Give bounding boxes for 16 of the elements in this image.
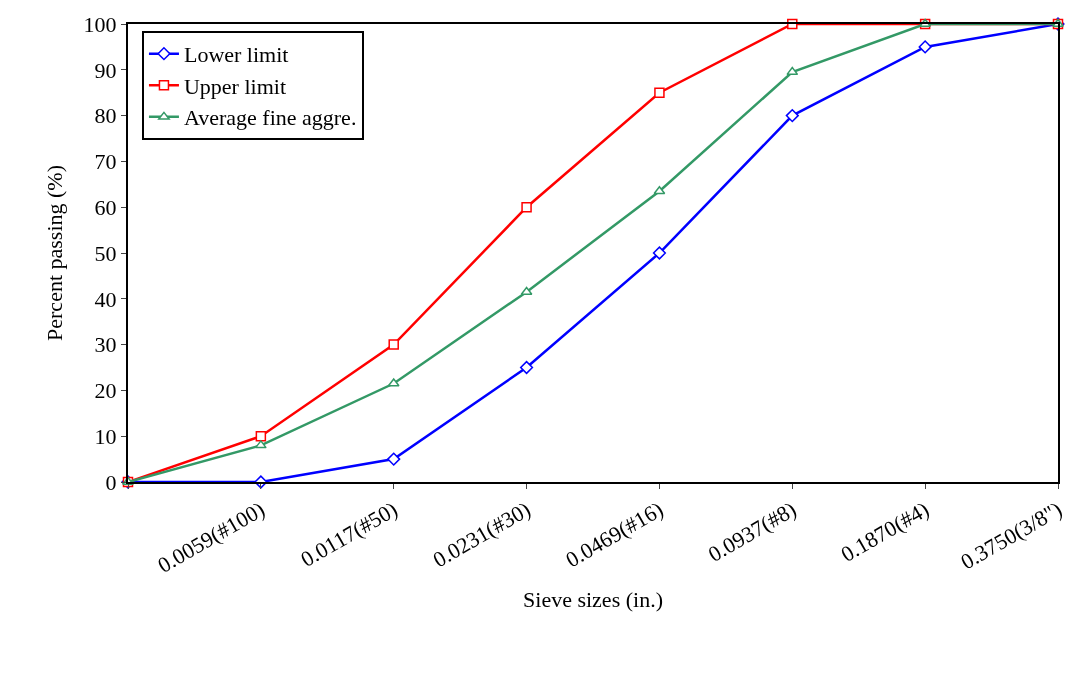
y-tick-label: 60 — [94, 194, 117, 220]
y-tick-label: 50 — [94, 240, 117, 266]
y-tick-label: 40 — [94, 286, 117, 312]
y-axis-title: Percent passing (%) — [41, 165, 67, 341]
y-tick-label: 10 — [94, 423, 117, 449]
y-tick-label: 70 — [94, 149, 117, 175]
y-tick-label: 90 — [94, 57, 117, 83]
y-tick-label: 100 — [83, 11, 117, 37]
legend-label: Average fine aggre. — [183, 105, 357, 131]
legend-label: Upper limit — [183, 73, 286, 99]
y-tick-label: 30 — [94, 332, 117, 358]
y-tick-label: 80 — [94, 103, 117, 129]
x-axis-title: Sieve sizes (in.) — [523, 587, 663, 613]
y-tick-label: 0 — [105, 469, 117, 495]
legend-label: Lower limit — [183, 42, 289, 68]
y-tick-label: 20 — [94, 378, 117, 404]
